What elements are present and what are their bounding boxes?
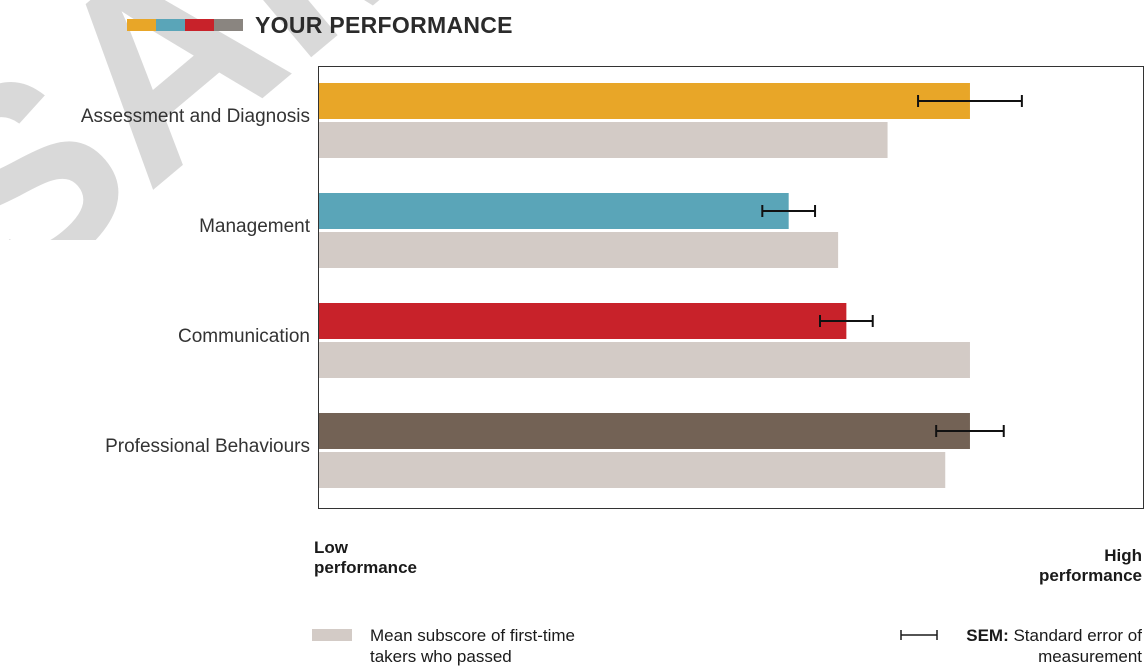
swatch-professional	[214, 19, 243, 31]
category-label-professional-behaviours: Professional Behaviours	[105, 436, 310, 457]
bar-mean-management	[319, 232, 839, 268]
bar-your-score-assessment-and-diagnosis	[319, 83, 970, 119]
legend-mean: Mean subscore of first-time takers who p…	[312, 625, 575, 667]
error-bar-assessment-and-diagnosis	[917, 95, 1023, 107]
color-key-strip	[127, 19, 243, 31]
high-performance-label: High performance	[1039, 546, 1142, 586]
high-label-line2: performance	[1039, 566, 1142, 585]
category-label-communication: Communication	[178, 326, 310, 347]
legend-sem-text1: Standard error of	[1008, 626, 1142, 645]
chart-header: YOUR PERFORMANCE	[127, 10, 513, 40]
bar-mean-professional-behaviours	[319, 452, 946, 488]
error-bar-management	[761, 205, 817, 217]
swatch-assessment	[127, 19, 156, 31]
legend-sem-text: SEM: Standard error of measurement	[966, 625, 1142, 667]
bar-your-score-professional-behaviours	[319, 413, 970, 449]
legend-mean-line1: Mean subscore of first-time	[370, 626, 576, 645]
low-label-line1: Low	[314, 538, 348, 557]
legend-mean-line2: takers who passed	[370, 647, 512, 666]
legend-mean-text: Mean subscore of first-time takers who p…	[370, 625, 575, 667]
legend-sem-line2: measurement	[1038, 647, 1142, 666]
high-label-line1: High	[1104, 546, 1142, 565]
error-bar-icon	[900, 630, 938, 640]
category-label-management: Management	[199, 216, 311, 237]
bar-your-score-management	[319, 193, 789, 229]
bar-mean-assessment-and-diagnosis	[319, 122, 888, 158]
bar-mean-communication	[319, 342, 970, 378]
error-bar-professional-behaviours	[935, 425, 1005, 437]
swatch-communication	[185, 19, 214, 31]
legend-mean-swatch	[312, 629, 352, 641]
category-label-assessment-and-diagnosis: Assessment and Diagnosis	[81, 106, 310, 127]
low-performance-label: Low performance	[314, 538, 417, 578]
bar-your-score-communication	[319, 303, 847, 339]
low-label-line2: performance	[314, 558, 417, 577]
chart-title: YOUR PERFORMANCE	[255, 11, 513, 38]
plot-frame	[318, 66, 1144, 509]
error-bar-communication	[818, 315, 874, 327]
legend-sem-line1: SEM: Standard error of	[966, 625, 1142, 646]
legend-sem-bold: SEM:	[966, 626, 1009, 645]
legend-sem: SEM: Standard error of measurement	[900, 625, 1142, 667]
swatch-management	[156, 19, 185, 31]
